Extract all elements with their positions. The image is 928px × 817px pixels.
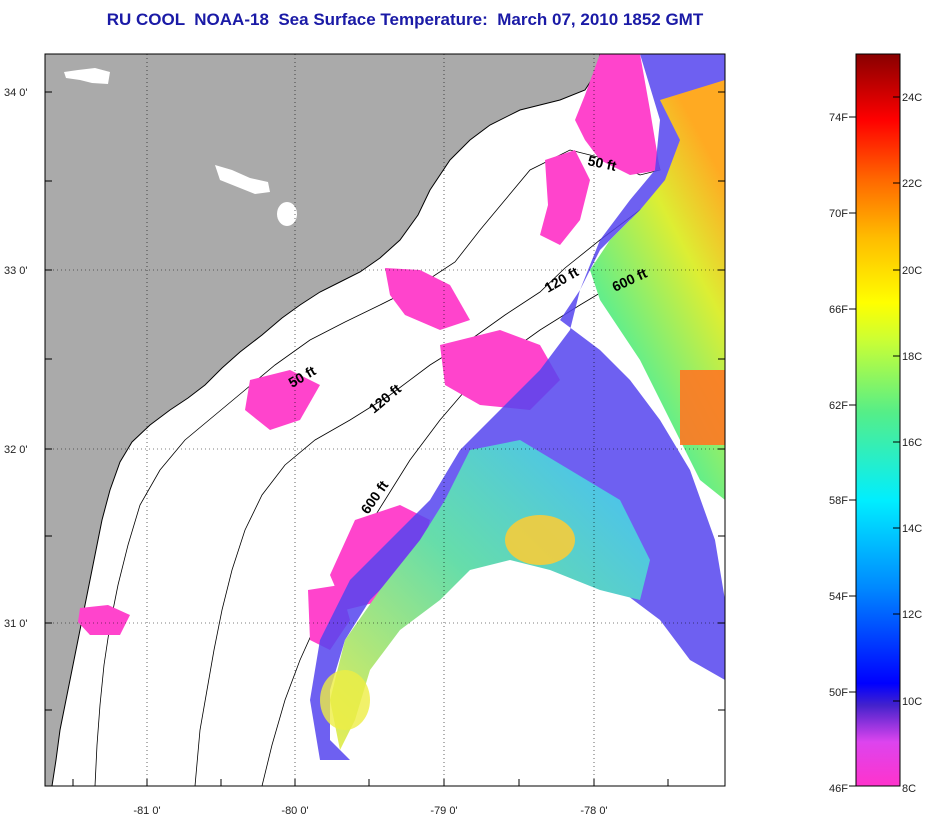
lake [277,202,297,226]
lat-label: 33 0' [4,265,28,277]
sst-warm-patch [320,670,370,730]
tick-marks [45,91,725,786]
map-frame [44,53,726,787]
contour-label-50ft: 50 ft [586,152,618,174]
sst-cold-patches [78,54,660,650]
contour-600ft [261,221,725,786]
lat-label: 34 0' [4,87,28,99]
lon-label: -79 0' [430,805,457,817]
land-mass [45,54,600,786]
graticule [45,54,725,786]
lat-label: 31 0' [4,618,28,630]
lon-label: -81 0' [133,805,160,817]
lake [64,68,110,84]
sst-south-waters [330,440,650,750]
map-title: RU COOL NOAA-18 Sea Surface Temperature:… [106,10,704,29]
contour-120ft [194,159,725,786]
sst-warm-core [680,370,725,445]
map-content: 50 ft 50 ft 120 ft 120 ft 600 ft 600 ft [45,54,725,786]
lake [215,165,270,194]
lon-label: -80 0' [281,805,308,817]
lon-label: -78 0' [580,805,607,817]
lat-label: 32 0' [4,444,28,456]
sst-warm-patch [505,515,575,565]
